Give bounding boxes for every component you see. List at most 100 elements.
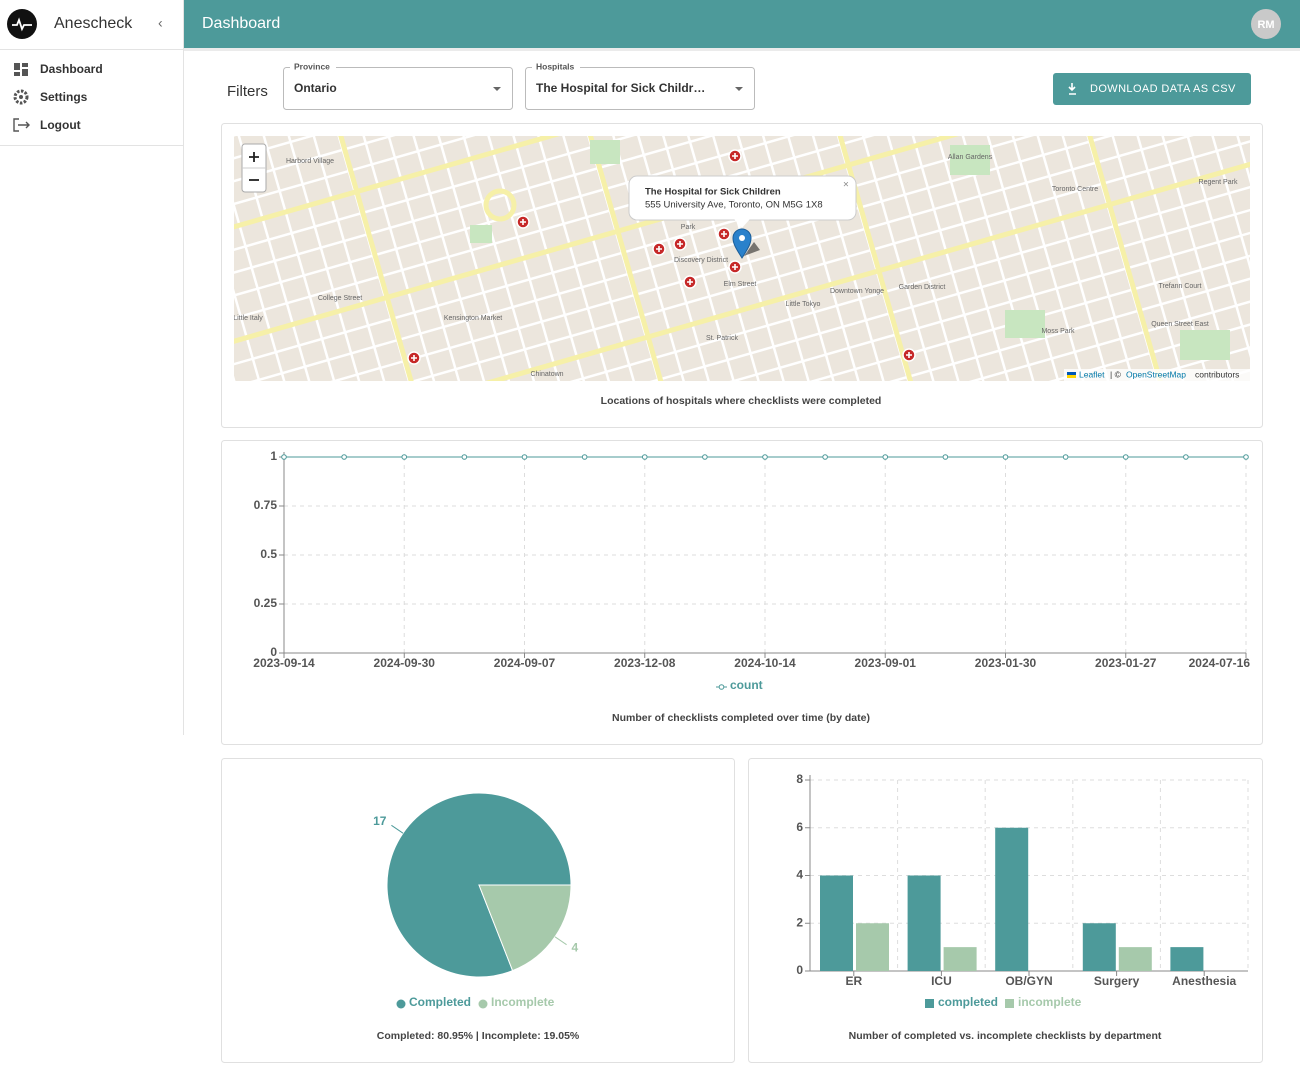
map-place-label: Chinatown: [530, 371, 563, 378]
map-place-label: Garden District: [899, 284, 946, 291]
bar: [820, 875, 853, 971]
x-tick-label: 2023-01-27: [1095, 656, 1157, 670]
attribution[interactable]: Leaflet: [1079, 369, 1105, 379]
download-icon: [1068, 83, 1076, 95]
hospital-cross: [732, 153, 738, 159]
major-road: [736, 136, 990, 381]
download-button[interactable]: [1053, 73, 1251, 105]
collapse-button[interactable]: ‹: [158, 15, 163, 31]
hospital-cross: [732, 264, 738, 270]
logo: [7, 9, 37, 39]
line-point: [461, 454, 468, 460]
menu-item[interactable]: Logout: [40, 118, 81, 132]
street: [827, 136, 1079, 381]
line-card: [221, 440, 1263, 745]
menu-item[interactable]: Settings: [40, 90, 88, 104]
menu-item[interactable]: Dashboard: [40, 62, 103, 76]
line-point: [882, 454, 889, 460]
y-tick-label: 6: [796, 820, 803, 834]
selected-pin[interactable]: [732, 228, 752, 259]
park: [1005, 310, 1045, 338]
street: [234, 136, 479, 381]
map-caption: Locations of hospitals where checklists …: [601, 395, 882, 407]
street: [689, 136, 941, 381]
hospital-cross: [411, 355, 417, 361]
street: [758, 136, 1010, 381]
x-tick-label: Surgery: [1094, 974, 1140, 988]
y-tick-label: 0.25: [254, 596, 278, 610]
popup-title: The Hospital for Sick Children: [645, 187, 781, 198]
street: [435, 136, 687, 381]
chart-caption: Number of checklists completed over time…: [612, 712, 870, 724]
street: [528, 136, 779, 381]
map-place-label: Harbord Village: [286, 158, 334, 165]
popup-close[interactable]: ×: [843, 180, 849, 191]
legend-icon: [396, 999, 406, 1009]
street: [897, 136, 1148, 381]
street: [412, 136, 664, 381]
data-label: 4: [572, 940, 579, 954]
hospital-select[interactable]: [525, 67, 755, 110]
street: [1291, 0, 1300, 489]
map-place-label: Kensington Market: [444, 315, 502, 322]
flag: [1067, 372, 1076, 375]
zoom-in[interactable]: [249, 152, 259, 162]
x-tick-label: Anesthesia: [1172, 974, 1236, 988]
street: [481, 136, 733, 381]
chart-caption: Completed: 80.95% | Incomplete: 19.05%: [377, 1030, 580, 1042]
app-bar: [184, 0, 1300, 48]
map-place-label: Elm Street: [724, 281, 757, 288]
icon-settings: [13, 89, 29, 105]
y-tick-label: 8: [796, 772, 803, 786]
data-label: 17: [373, 814, 387, 828]
hospital-cross: [906, 352, 912, 358]
major-road: [505, 136, 759, 381]
x-tick-label: 2024-07-16: [1189, 656, 1251, 670]
street: [251, 136, 502, 381]
street: [989, 136, 1240, 381]
dropdown-arrow: [735, 87, 743, 91]
legend-label: Completed: [409, 995, 471, 1009]
y-tick-label: 0.5: [260, 547, 277, 561]
street: [234, 136, 1250, 381]
legend-icon: [1005, 999, 1014, 1008]
park: [590, 140, 620, 164]
avatar[interactable]: [1251, 9, 1281, 39]
pin-dot: [739, 235, 745, 241]
bar: [907, 875, 941, 971]
attribution[interactable]: OpenStreetMap: [1126, 369, 1186, 379]
street: [234, 136, 410, 381]
park: [1180, 330, 1230, 360]
line-point: [521, 454, 528, 460]
line-point: [1002, 454, 1009, 460]
select-value: Ontario: [294, 81, 337, 95]
hospital-cross: [687, 279, 693, 285]
map-place-label: Downtown Yonge: [830, 288, 884, 295]
label-line: [554, 936, 567, 946]
x-tick-label: 2024-09-30: [374, 656, 436, 670]
map[interactable]: Harbord Village Kensington Market Discover…: [0, 0, 1300, 992]
icon-logout: [13, 118, 30, 132]
street: [234, 136, 1250, 381]
map-place-label: Regent Park: [1199, 179, 1238, 186]
street: [781, 136, 1033, 381]
x-tick-label: 2023-12-08: [614, 656, 676, 670]
map-place-label: Discovery District: [674, 257, 728, 264]
x-tick-label: ICU: [931, 974, 952, 988]
legend-label: count: [730, 678, 763, 692]
legend-label: incomplete: [1018, 995, 1082, 1009]
x-tick-label: 2023-09-14: [253, 656, 315, 670]
street: [234, 136, 1250, 381]
map-place-label: College Street: [318, 295, 362, 302]
province-select[interactable]: [283, 67, 513, 110]
line-point: [341, 454, 347, 460]
street: [234, 136, 1250, 381]
chart-caption: Number of completed vs. incomplete check…: [849, 1030, 1162, 1042]
line-point: [1062, 454, 1069, 460]
street: [366, 136, 618, 381]
pin-shadow: [744, 242, 760, 256]
street: [712, 136, 964, 381]
x-tick-label: OB/GYN: [1005, 974, 1052, 988]
